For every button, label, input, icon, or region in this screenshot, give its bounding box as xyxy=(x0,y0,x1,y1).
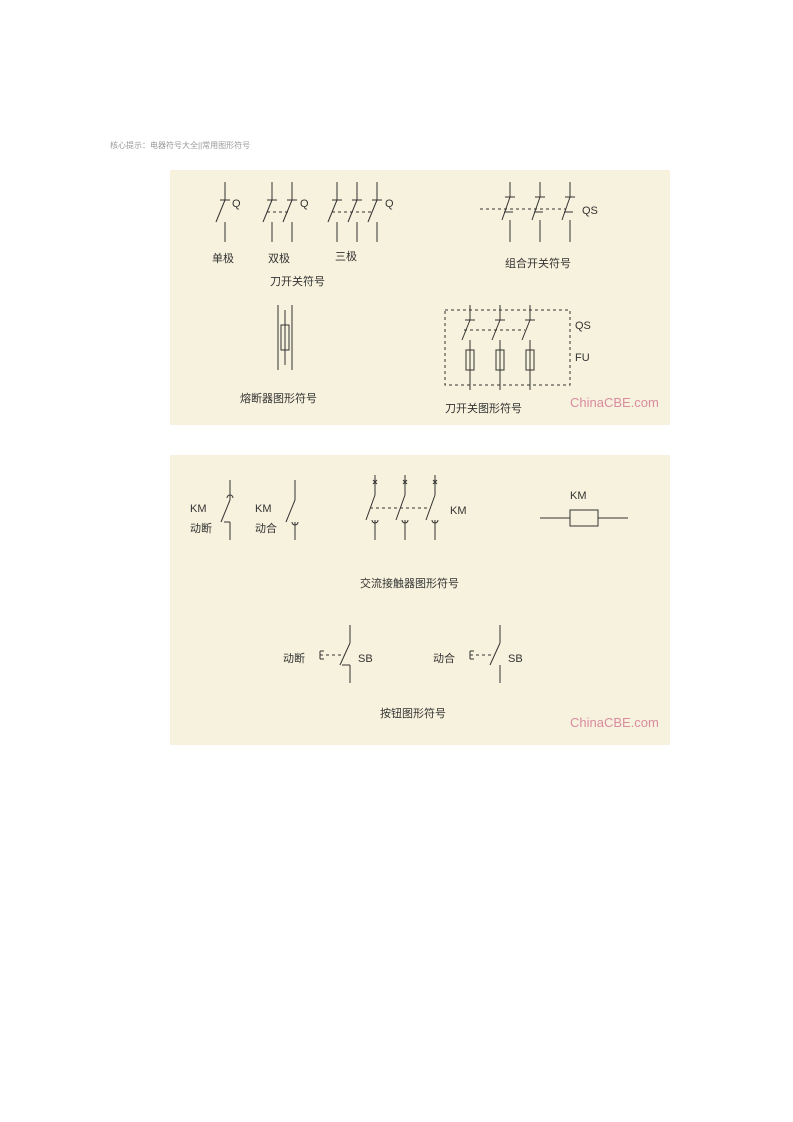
contactor-no xyxy=(280,480,310,540)
panel-contactors: KM 动断 KM 动合 KM KM 交流接触器图形符号 xyxy=(170,455,670,745)
letter-q2: Q xyxy=(300,198,309,210)
knife-switch-title: 刀开关符号 xyxy=(270,273,325,289)
fuse-title: 熔断器图形符号 xyxy=(240,390,317,406)
contactor-nc xyxy=(215,480,245,540)
btn-no-label: 动合 xyxy=(433,650,455,666)
watermark-1: ChinaCBE.com xyxy=(570,395,659,410)
knife-switch-triple xyxy=(325,182,395,242)
label-double: 双极 xyxy=(268,250,290,266)
contactor-triple xyxy=(360,475,460,545)
contactor-coil xyxy=(540,503,630,533)
coil-km: KM xyxy=(570,490,587,502)
sf-fu: FU xyxy=(575,352,590,364)
nc-label: 动断 xyxy=(190,520,212,536)
combo-letter: QS xyxy=(582,205,598,217)
knife-switch-double xyxy=(260,182,310,242)
knife-switch-single xyxy=(210,182,240,242)
watermark-2: ChinaCBE.com xyxy=(570,715,659,730)
label-single: 单极 xyxy=(212,250,234,266)
nc-km: KM xyxy=(190,503,207,515)
fuse-symbol xyxy=(270,305,300,375)
no-label: 动合 xyxy=(255,520,277,536)
sf-title: 刀开关图形符号 xyxy=(445,400,522,416)
contactor-title: 交流接触器图形符号 xyxy=(360,575,459,591)
button-title: 按钮图形符号 xyxy=(380,705,446,721)
triple-km: KM xyxy=(450,505,467,517)
combo-title: 组合开关符号 xyxy=(505,255,571,271)
letter-q1: Q xyxy=(232,198,241,210)
label-triple: 三极 xyxy=(335,248,357,264)
btn-nc-label: 动断 xyxy=(283,650,305,666)
letter-q3: Q xyxy=(385,198,394,210)
panel-switches: Q 单极 Q 双极 Q 三极 刀开关符号 xyxy=(170,170,670,425)
no-km: KM xyxy=(255,503,272,515)
switch-fuse-box xyxy=(440,305,590,390)
page-header: 核心提示：电器符号大全||常用图形符号 xyxy=(110,140,250,151)
btn-no-sb: SB xyxy=(508,653,523,665)
sf-qs: QS xyxy=(575,320,591,332)
btn-nc-sb: SB xyxy=(358,653,373,665)
